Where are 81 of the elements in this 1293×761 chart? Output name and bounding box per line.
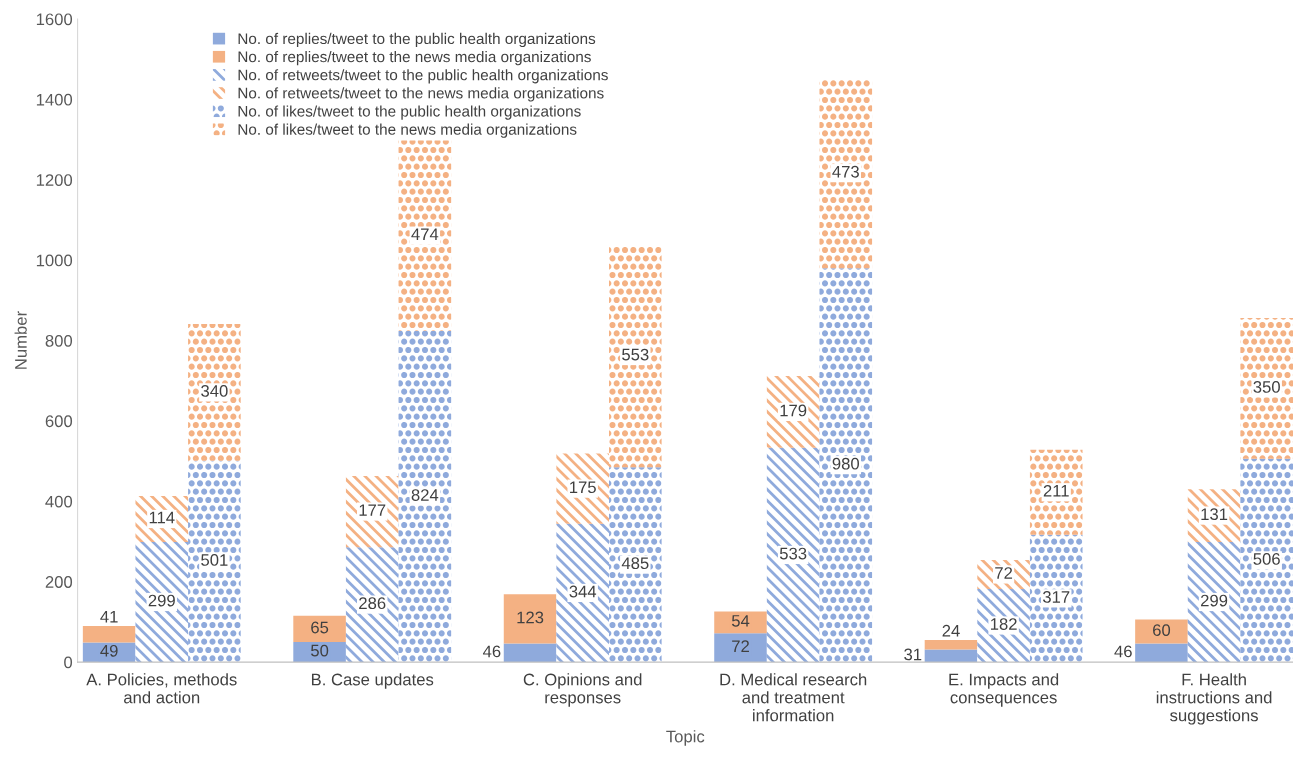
data-label: 286 [359,597,386,610]
data-label: 24 [942,624,960,637]
legend-label: No. of replies/tweet to the public health organizations [238,32,596,48]
data-label: 211 [1043,484,1069,497]
data-label: 31 [904,648,922,661]
data-label: 340 [201,385,228,397]
legend-label: No. of retweets/tweet to the news media organizations [238,87,604,102]
data-label: 553 [622,348,649,361]
y-tick-label: 400 [45,495,73,508]
y-tick-label: 1600 [36,13,73,26]
data-label: 299 [148,594,175,607]
data-label: 46 [482,645,501,658]
y-tick-label: 0 [64,656,73,669]
legend-label: No. of likes/tweet to the public health organizations [238,105,581,120]
legend-label: No. of retweets/tweet to the public health organizations [238,69,608,84]
data-label: 131 [1201,508,1228,521]
y-tick-label: 1400 [36,93,73,106]
data-label: 506 [1253,553,1280,565]
data-label: 123 [517,611,544,624]
data-label: 72 [732,640,749,652]
bar [345,547,399,663]
data-label: 50 [311,644,329,657]
bar [135,541,189,663]
bar [1029,534,1083,663]
data-label: 49 [100,644,118,657]
x-tick-label: F. Health instructions and suggestions [1156,673,1272,725]
x-axis-title: Topic [666,730,705,746]
data-label: 175 [570,481,596,494]
data-label: 179 [780,404,807,417]
y-axis-title: Number [14,311,27,369]
x-tick-label: A. Policies, methods and action [86,673,237,704]
bar [609,467,662,663]
bar [1187,541,1241,663]
bar [766,447,820,663]
data-label: 824 [411,489,439,501]
bar [398,330,452,663]
bar [398,140,452,331]
bar [1135,643,1188,663]
data-label: 350 [1253,381,1280,393]
data-label: 533 [779,547,807,560]
data-label: 501 [201,554,228,566]
y-tick-label: 800 [45,334,73,347]
y-tick-label: 600 [45,415,73,428]
data-label: 65 [311,621,329,634]
data-label: 485 [621,557,649,570]
data-label: 41 [100,610,118,623]
bar [556,523,609,663]
x-tick-label: B. Case updates [311,673,434,689]
bar [503,643,557,663]
bar [819,268,873,663]
bar [1240,318,1293,459]
data-label: 473 [832,165,859,178]
data-label: 344 [569,585,597,598]
bar [1240,458,1293,663]
data-label: 54 [731,615,750,627]
legend-label: No. of likes/tweet to the news media organizations [238,123,577,138]
data-label: 72 [995,567,1013,579]
x-tick-label: E. Impacts and consequences [949,673,1059,707]
bar [188,324,241,461]
data-label: 299 [1201,594,1228,607]
data-label: 317 [1042,591,1070,603]
data-label: 474 [411,228,439,240]
bar [556,453,609,524]
legend-label: No. of replies/tweet to the news media organizations [238,51,591,66]
bar [609,244,662,468]
data-label: 980 [832,457,860,470]
x-tick-label: C. Opinions and responses [523,673,642,707]
y-tick-label: 1000 [36,254,73,267]
bar [1029,449,1083,535]
bar [188,460,241,663]
data-label: 114 [149,511,175,524]
y-tick-label: 200 [45,576,73,588]
data-label: 46 [1114,645,1132,658]
bar [82,625,136,643]
bar [819,78,873,269]
data-label: 177 [359,504,386,516]
y-tick-label: 1200 [36,174,73,186]
data-label: 182 [990,618,1017,630]
bar [924,639,978,650]
data-label: 60 [1153,624,1171,636]
x-tick-label: D. Medical research and treatment information [720,673,867,722]
